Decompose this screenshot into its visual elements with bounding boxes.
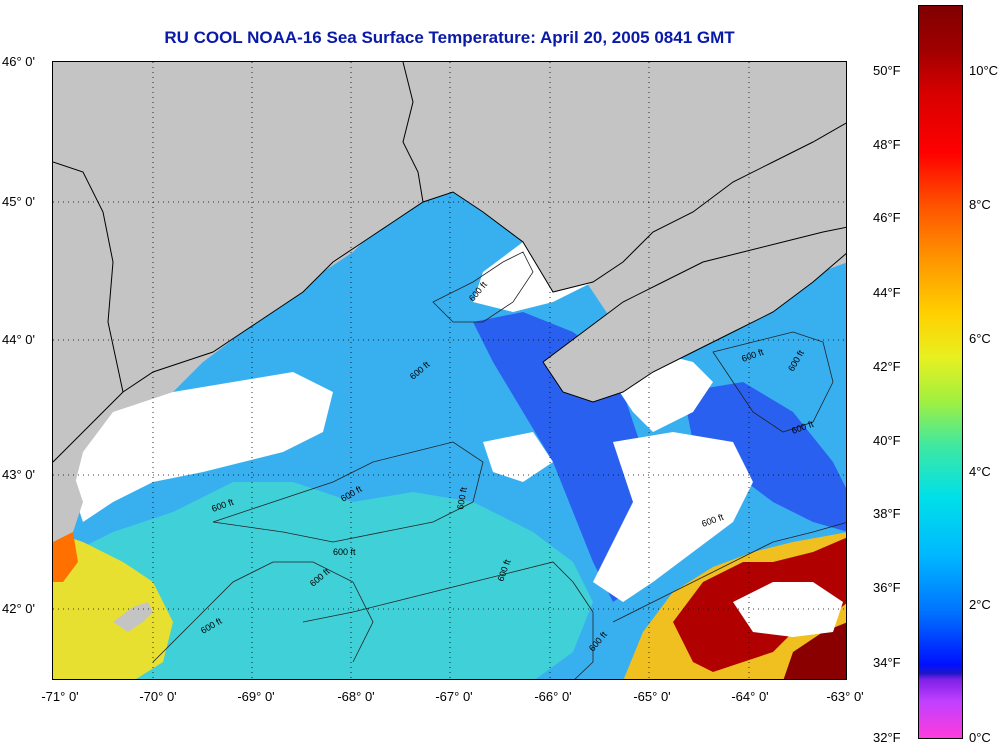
colorbar-f-40: 40°F [873, 433, 901, 448]
cloud-cover-central [483, 432, 553, 482]
land-cape-cod [113, 602, 153, 632]
colorbar-f-36: 36°F [873, 580, 901, 595]
lat-label-43: 43° 0' [2, 467, 35, 482]
depth-contours [152, 251, 846, 679]
colorbar-c-8: 8°C [969, 197, 991, 212]
cloud-cover-east [593, 432, 753, 602]
ocean-sst-mid [53, 482, 593, 679]
coastline-maine [53, 122, 846, 463]
land-nova-scotia [543, 227, 846, 402]
lon-label-65: -65° 0' [633, 689, 671, 704]
lon-label-66: -66° 0' [534, 689, 572, 704]
lat-label-46: 46° 0' [2, 54, 35, 69]
ocean-sst-cold-east [683, 382, 846, 532]
graticule [53, 62, 846, 679]
temperature-colorbar [918, 5, 963, 739]
colorbar-f-44: 44°F [873, 285, 901, 300]
lon-label-64: -64° 0' [731, 689, 769, 704]
lon-label-68: -68° 0' [337, 689, 375, 704]
lon-label-63: -63° 0' [826, 689, 864, 704]
lat-label-45: 45° 0' [2, 194, 35, 209]
coastline-nova-scotia [542, 226, 846, 403]
lat-label-42: 42° 0' [2, 601, 35, 616]
colorbar-c-0: 0°C [969, 730, 991, 745]
colorbar-f-32: 32°F [873, 730, 901, 745]
colorbar-f-38: 38°F [873, 506, 901, 521]
cloud-cover-west [73, 372, 333, 522]
land-massachusetts [53, 462, 83, 542]
sst-map[interactable]: 600 ft 600 ft 600 ft 600 ft 600 ft 600 f… [52, 61, 847, 680]
ocean-sst-warm-cape [53, 532, 173, 679]
colorbar-f-46: 46°F [873, 210, 901, 225]
colorbar-f-34: 34°F [873, 655, 901, 670]
colorbar-f-50: 50°F [873, 63, 901, 78]
lat-label-44: 44° 0' [2, 332, 35, 347]
lon-label-67: -67° 0' [435, 689, 473, 704]
lon-label-71: -71° 0' [41, 689, 79, 704]
colorbar-c-4: 4°C [969, 464, 991, 479]
colorbar-c-6: 6°C [969, 331, 991, 346]
border-maine-nh [53, 161, 124, 393]
ocean-sst-hot-corner [783, 622, 846, 679]
colorbar-f-42: 42°F [873, 359, 901, 374]
lon-label-69: -69° 0' [237, 689, 275, 704]
cloud-cover-southeast [733, 582, 843, 637]
ocean-sst-warm-rim [53, 532, 78, 582]
lon-label-70: -70° 0' [139, 689, 177, 704]
border-maine-canada [402, 62, 424, 203]
colorbar-f-48: 48°F [873, 137, 901, 152]
svg-text:600 ft: 600 ft [455, 486, 469, 510]
colorbar-c-2: 2°C [969, 597, 991, 612]
colorbar-c-10: 10°C [969, 63, 999, 78]
svg-text:600 ft: 600 ft [333, 547, 356, 557]
map-title: RU COOL NOAA-16 Sea Surface Temperature:… [164, 28, 735, 47]
land-maine-new-brunswick [53, 62, 846, 462]
